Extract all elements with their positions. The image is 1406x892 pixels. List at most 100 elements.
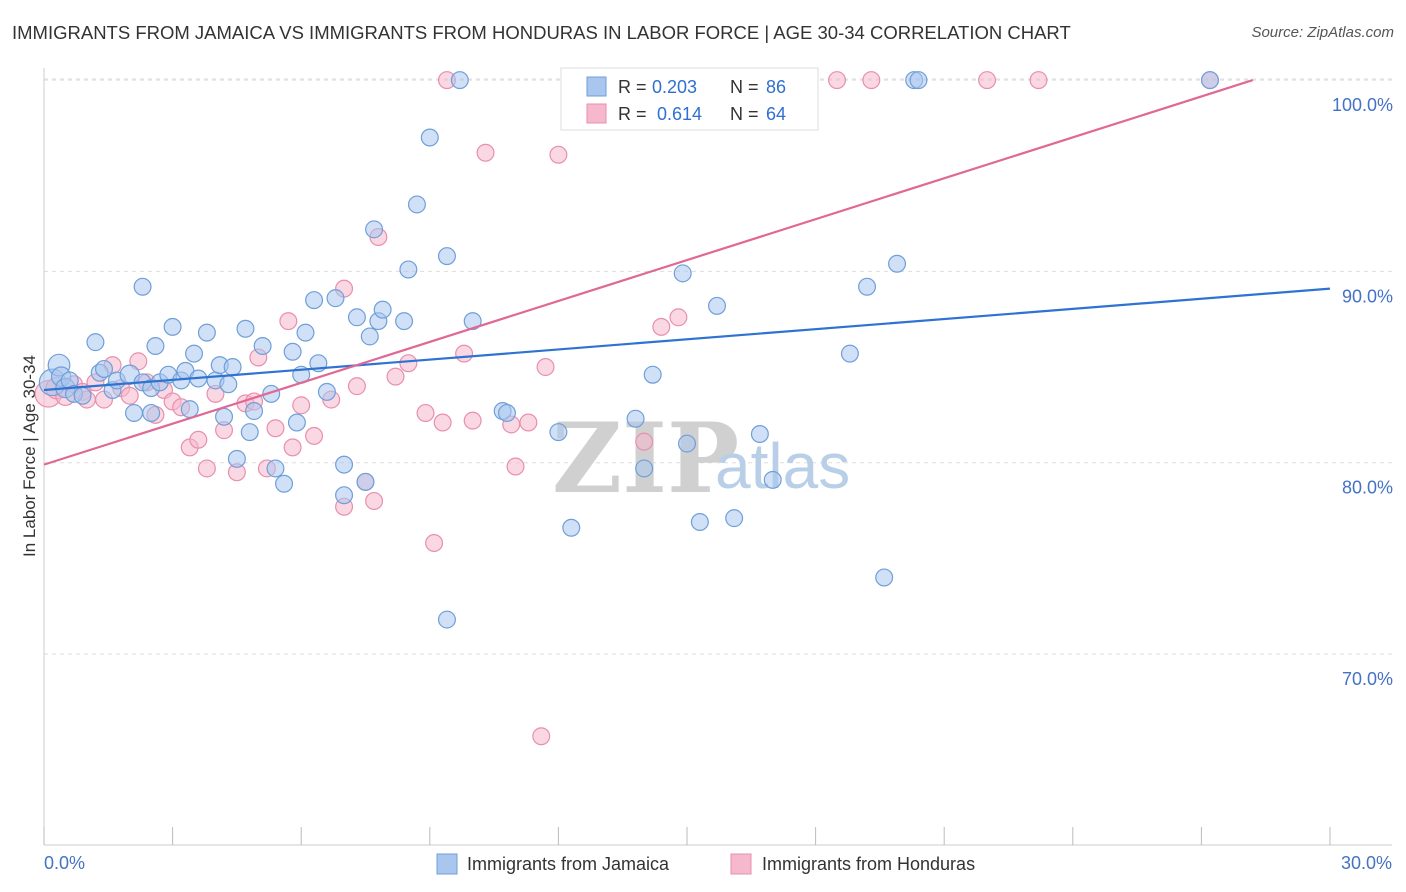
jamaica-point-72: [673, 264, 692, 283]
jamaica-point-85: [1200, 71, 1219, 90]
jamaica-point-24: [180, 400, 199, 419]
honduras-point-59: [828, 71, 847, 90]
jamaica-point-74: [690, 513, 709, 532]
honduras-point-51: [532, 727, 551, 746]
jamaica-point-15: [125, 403, 144, 422]
jamaica-point-50: [335, 455, 354, 474]
honduras-series-swatch: [730, 853, 752, 875]
honduras-point-41: [416, 403, 435, 422]
honduras-series-label: Immigrants from Honduras: [762, 854, 975, 874]
y-tick-label-70: 70.0%: [1342, 669, 1393, 689]
jamaica-point-68: [562, 518, 581, 537]
jamaica-point-47: [317, 382, 336, 401]
y-tick-labels: 70.0% 80.0% 90.0% 100.0%: [1332, 95, 1393, 689]
honduras-n-label: N =: [730, 104, 759, 124]
honduras-point-50: [519, 413, 538, 432]
honduras-point-56: [669, 308, 688, 327]
jamaica-point-49: [335, 486, 354, 505]
jamaica-point-30: [215, 407, 234, 426]
jamaica-point-73: [677, 434, 696, 453]
jamaica-point-70: [635, 459, 654, 478]
honduras-trend-line: [43, 79, 1254, 466]
honduras-point-35: [347, 377, 366, 396]
jamaica-point-57: [395, 312, 414, 331]
x-tick-label-max: 30.0%: [1341, 853, 1392, 873]
jamaica-trend-line: [43, 287, 1331, 392]
honduras-point-39: [386, 367, 405, 386]
honduras-point-27: [266, 419, 285, 438]
jamaica-point-75: [708, 296, 727, 315]
jamaica-point-39: [266, 459, 285, 478]
y-tick-label-100: 100.0%: [1332, 95, 1393, 115]
jamaica-point-33: [227, 449, 246, 468]
jamaica-point-82: [888, 254, 907, 273]
jamaica-point-7: [86, 333, 105, 352]
jamaica-point-32: [223, 358, 242, 377]
honduras-point-43: [433, 413, 452, 432]
jamaica-point-51: [347, 308, 366, 327]
jamaica-legend-swatch: [586, 76, 607, 97]
jamaica-point-62: [437, 610, 456, 629]
jamaica-point-17: [142, 403, 161, 422]
jamaica-point-41: [283, 342, 302, 361]
y-axis-label: In Labor Force | Age 30-34: [20, 355, 39, 557]
honduras-point-30: [292, 396, 311, 415]
honduras-r-value: 0.614: [657, 104, 702, 124]
jamaica-point-27: [197, 323, 216, 342]
jamaica-point-80: [858, 277, 877, 296]
jamaica-point-48: [326, 289, 345, 308]
x-tick-label-min: 0.0%: [44, 853, 85, 873]
jamaica-point-69: [626, 409, 645, 428]
honduras-point-45: [455, 344, 474, 363]
honduras-point-29: [283, 438, 302, 457]
jamaica-point-76: [725, 509, 744, 528]
jamaica-points: [38, 71, 1219, 629]
jamaica-r-value: 0.203: [652, 77, 697, 97]
jamaica-point-42: [287, 413, 306, 432]
jamaica-point-18: [146, 337, 165, 356]
jamaica-point-16: [133, 277, 152, 296]
honduras-point-47: [476, 143, 495, 162]
honduras-point-49: [506, 457, 525, 476]
jamaica-point-81: [875, 568, 894, 587]
honduras-point-31: [305, 426, 324, 445]
jamaica-point-38: [262, 384, 281, 403]
jamaica-point-59: [407, 195, 426, 214]
honduras-point-62: [1029, 71, 1048, 90]
honduras-n-value: 64: [766, 104, 786, 124]
jamaica-point-63: [450, 71, 469, 90]
jamaica-point-40: [275, 474, 294, 493]
honduras-point-52: [536, 358, 555, 377]
jamaica-point-66: [497, 403, 516, 422]
honduras-point-54: [635, 432, 654, 451]
jamaica-point-61: [437, 247, 456, 266]
gridlines: [44, 78, 1392, 655]
jamaica-point-77: [750, 425, 769, 444]
jamaica-point-35: [240, 423, 259, 442]
honduras-point-10: [120, 386, 139, 405]
jamaica-point-64: [463, 312, 482, 331]
series-legend: Immigrants from Jamaica Immigrants from …: [436, 853, 975, 875]
jamaica-point-37: [253, 337, 272, 356]
watermark-atlas: atlas: [715, 430, 850, 502]
jamaica-point-52: [356, 472, 375, 491]
jamaica-point-60: [420, 128, 439, 147]
honduras-point-60: [862, 71, 881, 90]
jamaica-point-34: [236, 319, 255, 338]
jamaica-point-6: [73, 386, 92, 405]
jamaica-point-67: [549, 423, 568, 442]
honduras-point-18: [189, 430, 208, 449]
jamaica-point-9: [95, 359, 114, 378]
source-label: Source: ZipAtlas.com: [1251, 24, 1394, 41]
jamaica-point-25: [185, 344, 204, 363]
jamaica-point-44: [296, 323, 315, 342]
honduras-r-label: R =: [618, 104, 647, 124]
stats-legend: R = 0.203 N = 86 R = 0.614 N = 64: [560, 67, 819, 131]
jamaica-point-56: [373, 300, 392, 319]
jamaica-point-21: [163, 317, 182, 336]
jamaica-series-swatch: [436, 853, 458, 875]
jamaica-n-label: N =: [730, 77, 759, 97]
jamaica-n-value: 86: [766, 77, 786, 97]
y-tick-label-80: 80.0%: [1342, 478, 1393, 498]
